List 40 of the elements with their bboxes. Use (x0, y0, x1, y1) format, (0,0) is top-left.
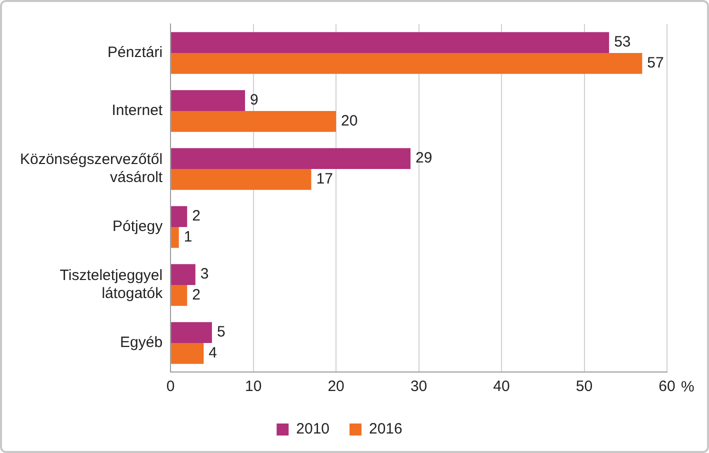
x-tick-label: 40 (493, 378, 510, 396)
x-tick-label: 0 (166, 378, 175, 396)
data-label: 2 (192, 208, 200, 225)
bar (171, 227, 179, 248)
bar (171, 285, 188, 306)
bar (171, 206, 188, 227)
bar (171, 169, 312, 190)
bar (171, 148, 411, 169)
legend-label: 2010 (296, 420, 330, 438)
data-label: 4 (208, 344, 218, 362)
y-tick-label: Közönségszervezőtől vásárolt (20, 151, 164, 186)
data-label: 9 (250, 92, 258, 109)
data-label: 29 (416, 150, 432, 167)
data-label: 3 (200, 266, 209, 283)
x-tick-label: 60 (658, 378, 676, 396)
bar (171, 343, 204, 364)
bar (171, 90, 246, 111)
data-label: 5 (216, 324, 226, 341)
y-tick-label: Egyéb (120, 334, 163, 352)
y-tick-label: Internet (112, 102, 164, 120)
x-axis-title: % (681, 378, 694, 396)
x-tick-label: 20 (328, 378, 344, 396)
data-label: 57 (647, 54, 664, 72)
data-label: 17 (316, 170, 333, 188)
x-tick-label: 30 (410, 378, 428, 396)
legend-label: 2016 (369, 420, 402, 438)
y-tick-label: Pénztári (108, 44, 163, 62)
data-label: 20 (341, 112, 358, 130)
bar (171, 53, 642, 74)
data-label: 1 (184, 228, 192, 246)
bar (171, 32, 610, 53)
bar (171, 111, 336, 132)
bar (171, 322, 212, 343)
x-tick-label: 10 (244, 378, 262, 396)
y-tick-label: Pótjegy (112, 218, 164, 236)
data-label: 2 (192, 286, 200, 304)
y-tick-label: Tiszteletjeggyel látogatók (60, 267, 164, 302)
bar (171, 264, 196, 285)
x-tick-label: 50 (576, 378, 593, 396)
data-label: 53 (614, 34, 631, 51)
